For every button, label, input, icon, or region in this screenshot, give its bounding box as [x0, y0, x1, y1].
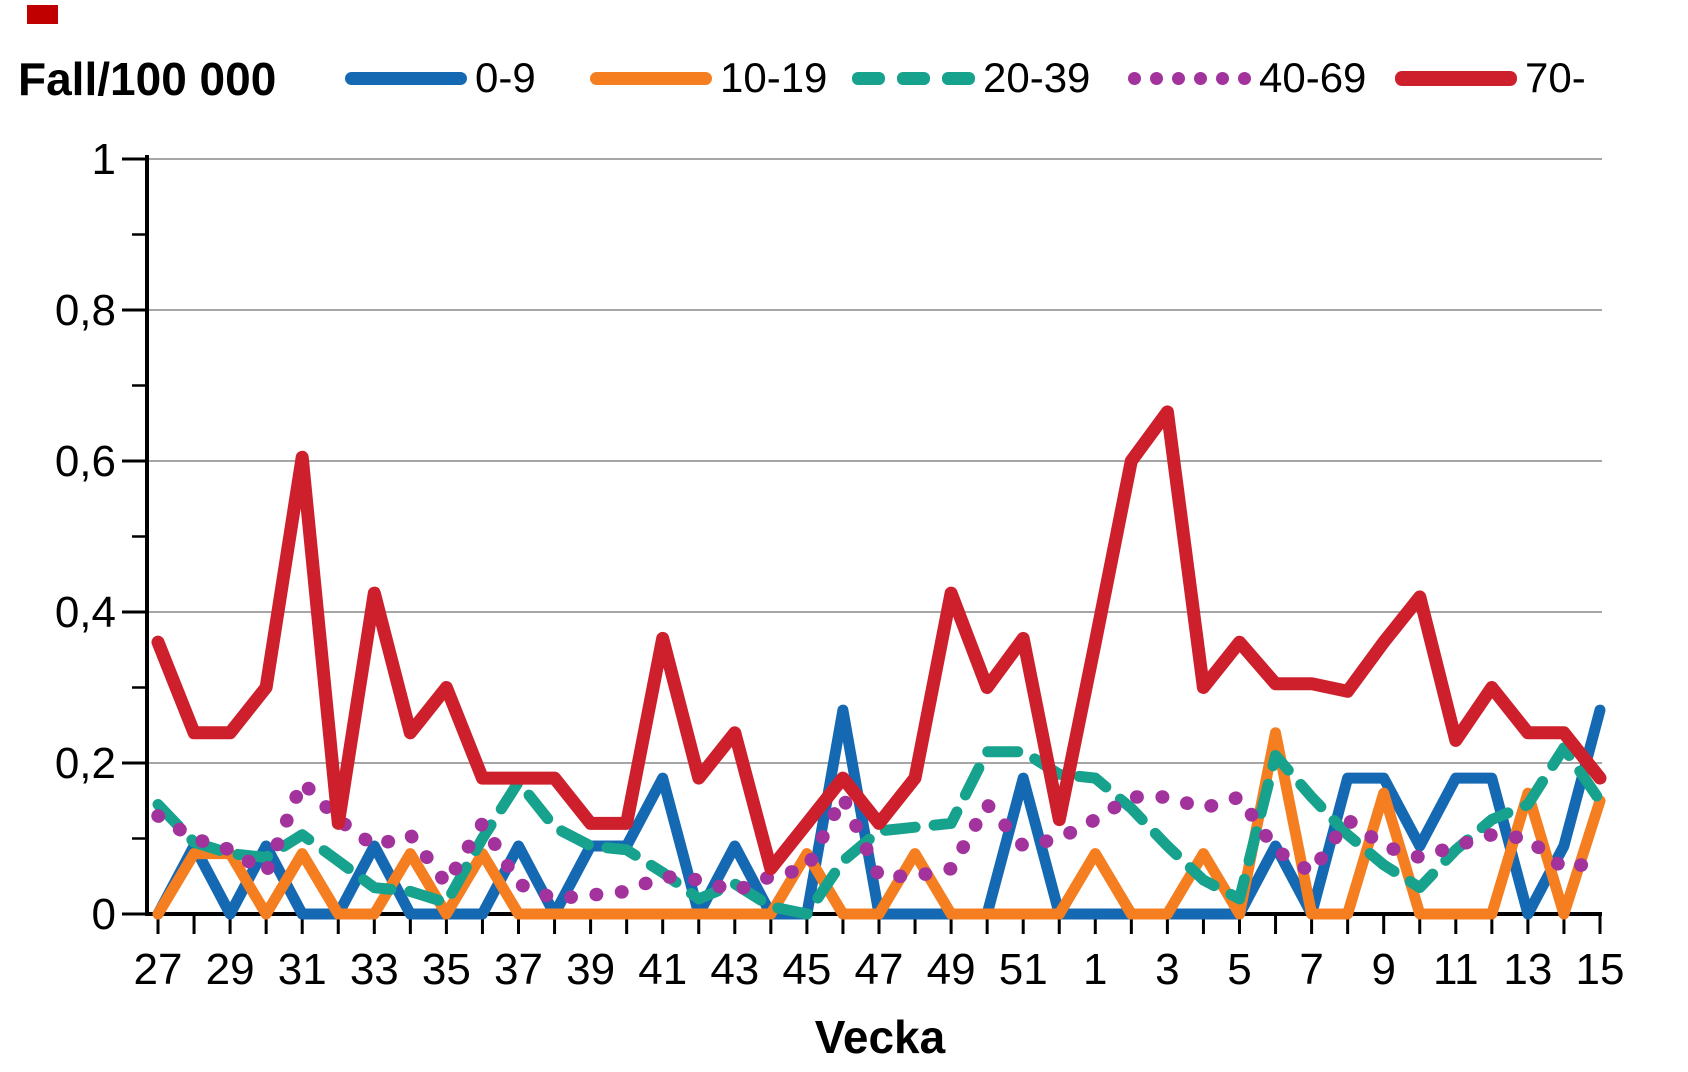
legend-item-70plus: 70- [1395, 54, 1586, 101]
x-tick-label: 3 [1155, 945, 1179, 994]
x-tick-label: 5 [1227, 945, 1251, 994]
legend-line-70plus-icon [1395, 70, 1517, 86]
legend-label-0-9: 0-9 [475, 54, 536, 101]
x-axis-title: Vecka [815, 1011, 946, 1063]
legend-label-20-39: 20-39 [983, 54, 1091, 101]
y-tick-label: 0,6 [55, 437, 116, 486]
legend-item-40-69: 40-69 [1128, 54, 1367, 101]
x-tick-label: 31 [278, 945, 327, 994]
y-tick-label: 1 [92, 135, 116, 184]
y-tick-label: 0 [92, 890, 116, 939]
x-tick-label: 47 [855, 945, 904, 994]
series-line-10-19 [152, 727, 1606, 920]
y-tick-label: 0,8 [55, 286, 116, 335]
x-tick-label: 29 [206, 945, 255, 994]
red-corner-marker [27, 5, 58, 24]
series-line-40-69 [151, 775, 1607, 906]
legend-dots-40-69-icon [1128, 71, 1251, 85]
y-tick-label: 0,2 [55, 739, 116, 788]
legend-line-10-19-icon [590, 71, 712, 85]
x-tick-label: 7 [1299, 945, 1323, 994]
legend-dashes-20-39-icon [852, 71, 975, 85]
x-tick-label: 13 [1503, 945, 1552, 994]
x-tick-label: 39 [566, 945, 615, 994]
x-tick-label: 35 [422, 945, 471, 994]
x-tick-label: 43 [710, 945, 759, 994]
x-tick-label: 49 [927, 945, 976, 994]
x-tick-label: 51 [999, 945, 1048, 994]
legend-item-0-9: 0-9 [345, 54, 536, 101]
x-tick-label: 45 [782, 945, 831, 994]
y-axis-title: Fall/100 000 [18, 53, 277, 105]
y-tick-label: 0,4 [55, 588, 116, 637]
x-tick-label: 9 [1371, 945, 1395, 994]
x-tick-label: 37 [494, 945, 543, 994]
series-line-70- [151, 405, 1607, 876]
legend-label-40-69: 40-69 [1259, 54, 1367, 101]
x-tick-label: 1 [1083, 945, 1107, 994]
legend-label-70plus: 70- [1525, 54, 1586, 101]
legend-item-10-19: 10-19 [590, 54, 828, 101]
legend-label-10-19: 10-19 [720, 54, 828, 101]
series-line-20-39 [152, 742, 1606, 920]
x-tick-label: 11 [1433, 945, 1479, 994]
x-tick-label: 33 [350, 945, 399, 994]
x-tick-label: 41 [638, 945, 687, 994]
legend-line-0-9-icon [345, 71, 467, 85]
x-tick-label: 27 [134, 945, 183, 994]
x-tick-label: 15 [1576, 945, 1625, 994]
legend-item-20-39: 20-39 [852, 54, 1091, 101]
